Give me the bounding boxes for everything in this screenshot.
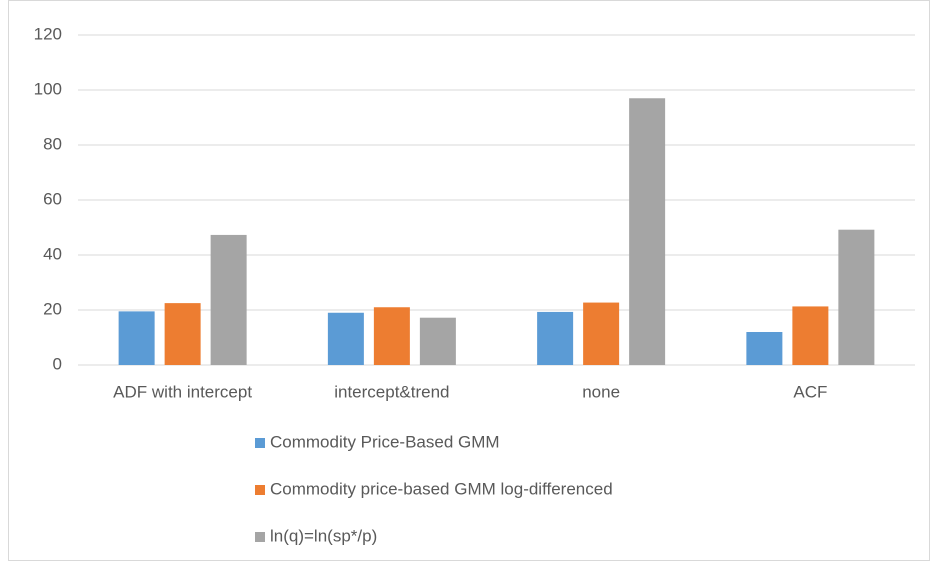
- x-tick-label: intercept&trend: [334, 382, 449, 401]
- y-tick-label: 80: [43, 134, 62, 153]
- y-tick-label: 40: [43, 244, 62, 263]
- y-tick-label: 60: [43, 189, 62, 208]
- y-tick-label: 120: [34, 24, 62, 43]
- legend-swatch: [255, 532, 265, 542]
- bar: [537, 311, 574, 365]
- bar: [629, 98, 666, 365]
- x-tick-label: none: [582, 382, 620, 401]
- bar: [792, 306, 829, 365]
- bar: [210, 234, 247, 365]
- legend-swatch: [255, 485, 265, 495]
- y-tick-label: 100: [34, 79, 62, 98]
- bar: [327, 312, 364, 365]
- bar: [118, 311, 155, 365]
- legend-swatch: [255, 438, 265, 448]
- x-tick-label: ACF: [793, 382, 827, 401]
- legend-label: Commodity price-based GMM log-difference…: [270, 479, 613, 498]
- bar: [164, 303, 201, 365]
- chart-border: [8, 0, 930, 561]
- y-tick-label: 0: [53, 354, 62, 373]
- legend-label: Commodity Price-Based GMM: [270, 432, 500, 451]
- legend-label: ln(q)=ln(sp*/p): [270, 526, 377, 545]
- bar: [583, 302, 620, 365]
- y-tick-label: 20: [43, 299, 62, 318]
- bar: [373, 307, 410, 365]
- bar: [419, 317, 456, 365]
- bar: [746, 332, 783, 365]
- bar: [838, 229, 875, 365]
- x-tick-label: ADF with intercept: [113, 382, 252, 401]
